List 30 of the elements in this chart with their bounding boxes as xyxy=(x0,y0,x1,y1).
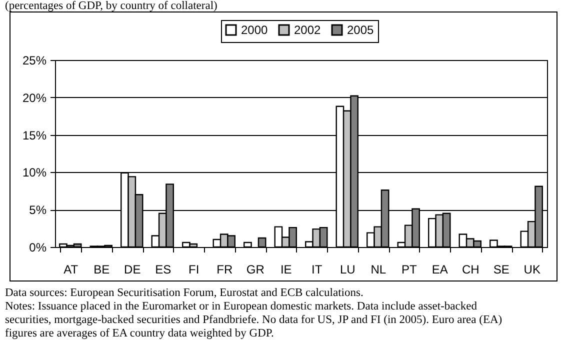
legend-label: 2005 xyxy=(347,23,374,37)
x-tick-label: AT xyxy=(64,262,79,276)
x-tick-label: UK xyxy=(524,262,540,276)
x-tick-label: EA xyxy=(432,262,448,276)
y-tick-label: 10% xyxy=(22,166,47,180)
y-tick-label: 25% xyxy=(22,54,47,68)
y-tick-label: 20% xyxy=(22,90,47,105)
x-tick-label: IT xyxy=(312,262,323,276)
y-tick-label: 15% xyxy=(22,128,47,142)
y-tick-label: 0% xyxy=(29,240,47,254)
x-tick-label: BE xyxy=(94,262,110,276)
x-tick-label: SE xyxy=(493,262,510,276)
x-tick-label: LU xyxy=(340,262,356,276)
legend-label: 2002 xyxy=(294,23,322,37)
text: Notes: Issuance placed in the Euromarket or in European domestic markets. Data include asset-backed securities, mortgage-backed securities and Pfandbriefe. No data for US, JP and FI (in 2005). Euro area (EA) figures are averages of EA country data weighted by GDP. xyxy=(5,300,502,340)
x-tick-label: IE xyxy=(280,262,292,276)
x-tick-label: CH xyxy=(462,262,480,276)
y-tick-label: 5% xyxy=(29,203,47,218)
x-tick-label: ES xyxy=(155,262,172,276)
x-tick-label: PT xyxy=(401,262,418,276)
x-tick-label: GR xyxy=(246,262,265,276)
bar xyxy=(244,242,252,248)
bar xyxy=(258,237,266,248)
legend-label: 2000 xyxy=(241,23,268,37)
text: Data sources: European Securitisation Forum, Eurostat and ECB calculations. xyxy=(5,287,364,299)
x-tick-label: FR xyxy=(216,262,233,276)
x-tick-label: NL xyxy=(370,262,386,276)
x-tick-label: FI xyxy=(188,262,200,276)
chart-title: (percentages of GDP, by country of collateral) xyxy=(5,0,218,12)
x-tick-label: DE xyxy=(124,262,141,276)
